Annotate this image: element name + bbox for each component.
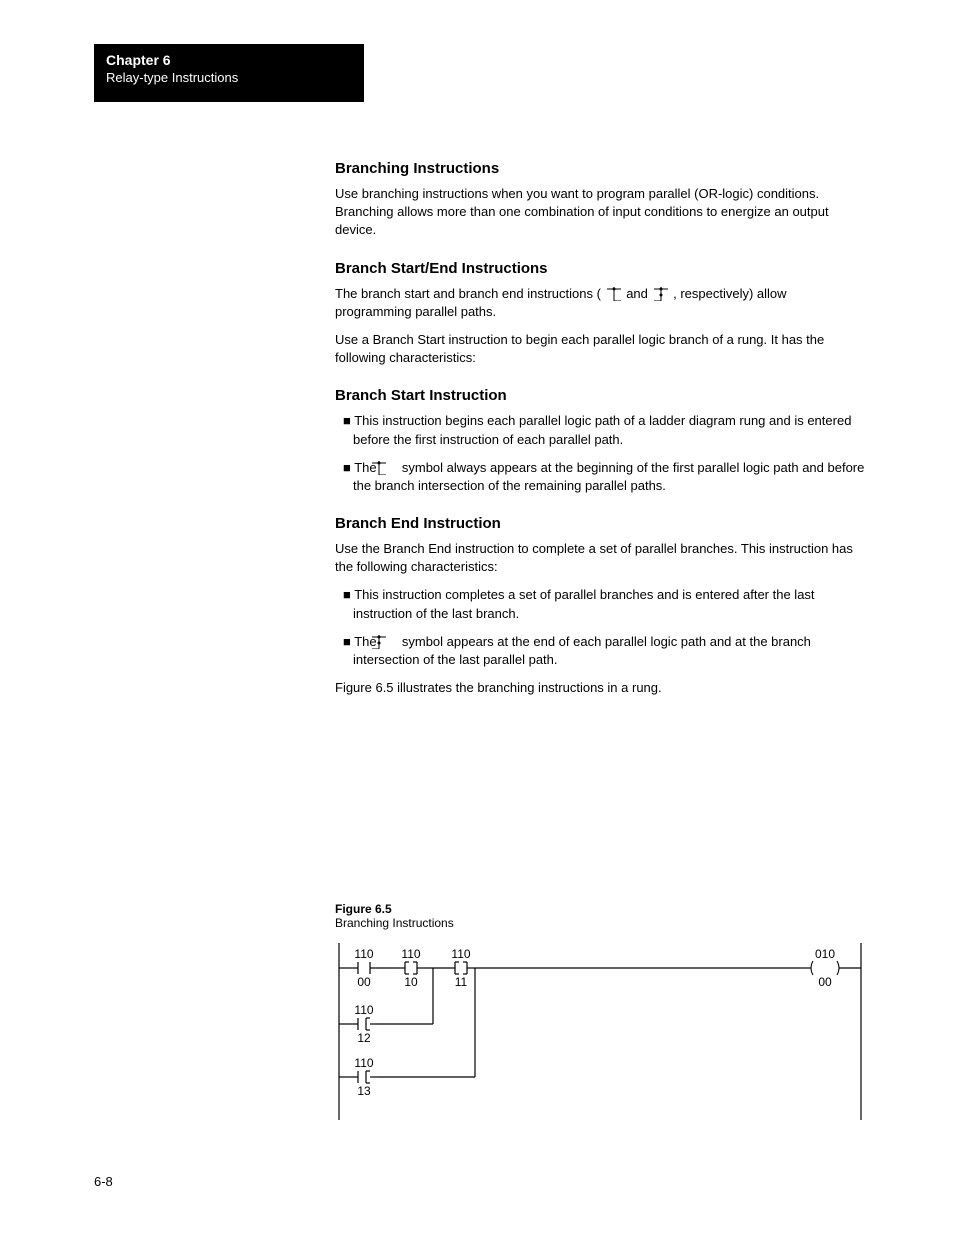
para-branching: Use branching instructions when you want… (335, 185, 865, 240)
branch-end-icon (380, 635, 398, 649)
para-branch-end: Use the Branch End instruction to comple… (335, 540, 865, 576)
branch-start-icon (605, 287, 623, 301)
be-bullet-1: ■ This instruction completes a set of pa… (353, 586, 865, 622)
heading-branch-end: Branch End Instruction (335, 513, 865, 534)
chapter-subtitle: Relay-type Instructions (106, 70, 352, 85)
svg-text:00: 00 (818, 975, 832, 989)
svg-text:00: 00 (357, 975, 371, 989)
svg-text:10: 10 (404, 975, 418, 989)
svg-text:110: 110 (354, 1056, 373, 1070)
chapter-banner: Chapter 6 Relay-type Instructions (94, 44, 364, 102)
bs-bullet-1: ■ This instruction begins each parallel … (353, 412, 865, 448)
figure-number: Figure 6.5 (335, 902, 392, 916)
figure-label: Figure 6.5 Branching Instructions (335, 902, 454, 930)
bs-bullet-2: ■ The symbol always appears at the begin… (353, 459, 865, 495)
para-start-end-b: Use a Branch Start instruction to begin … (335, 331, 865, 367)
para-start-end-a-text-before: The branch start and branch end instruct… (335, 286, 601, 301)
para-fig-ref: Figure 6.5 illustrates the branching ins… (335, 679, 865, 697)
heading-branching: Branching Instructions (335, 158, 865, 179)
be-bullet-2: ■ The symbol appears at the end of each … (353, 633, 865, 669)
heading-branch-start: Branch Start Instruction (335, 385, 865, 406)
page-number: 6-8 (94, 1174, 113, 1189)
svg-text:12: 12 (357, 1031, 371, 1045)
svg-text:110: 110 (401, 947, 420, 961)
figure-title: Branching Instructions (335, 916, 454, 930)
para-start-end-a-text-mid: and (626, 286, 651, 301)
svg-text:13: 13 (357, 1084, 371, 1098)
body-text: Branching Instructions Use branching ins… (335, 140, 865, 707)
svg-text:110: 110 (451, 947, 470, 961)
heading-branch-start-end: Branch Start/End Instructions (335, 258, 865, 279)
svg-text:110: 110 (354, 947, 373, 961)
svg-text:010: 010 (815, 947, 835, 961)
svg-text:110: 110 (354, 1003, 373, 1017)
svg-text:11: 11 (455, 975, 468, 989)
branch-end-icon (652, 287, 670, 301)
chapter-title: Chapter 6 (106, 52, 352, 68)
ladder-diagram: 110001101011011010001101211013 (335, 935, 865, 1125)
para-start-end-a: The branch start and branch end instruct… (335, 285, 865, 321)
branch-start-icon (380, 461, 398, 475)
